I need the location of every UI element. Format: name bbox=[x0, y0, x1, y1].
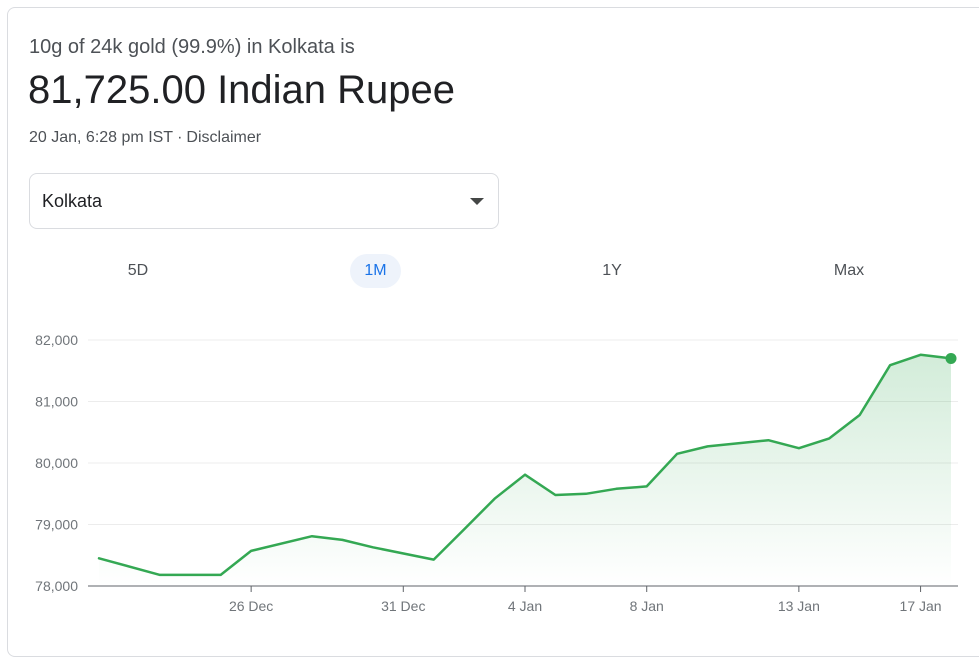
data-point bbox=[371, 545, 375, 549]
data-point bbox=[462, 527, 466, 531]
timestamp: 20 Jan, 6:28 pm IST bbox=[29, 129, 174, 146]
tab-label: 1Y bbox=[602, 262, 622, 279]
data-point bbox=[97, 556, 101, 560]
data-point bbox=[523, 473, 527, 477]
data-point bbox=[858, 413, 862, 417]
data-point bbox=[584, 492, 588, 496]
location-select[interactable]: Kolkata bbox=[29, 173, 499, 229]
data-point bbox=[797, 446, 801, 450]
data-point bbox=[432, 558, 436, 562]
x-tick-label: 17 Jan bbox=[900, 598, 942, 614]
caret-down-icon bbox=[470, 198, 484, 205]
price-chart[interactable]: 78,000 79,000 80,000 81,000 82,000 26 Dec 31 D… bbox=[0, 0, 979, 639]
area-fill bbox=[99, 354, 951, 586]
x-tick-label: 8 Jan bbox=[630, 598, 664, 614]
y-tick-label: 82,000 bbox=[35, 332, 78, 348]
meta-separator: · bbox=[177, 129, 183, 146]
tab-range-1m[interactable]: 1M bbox=[350, 254, 401, 288]
x-tick-label: 4 Jan bbox=[508, 598, 542, 614]
data-point bbox=[675, 452, 679, 456]
tab-label: Max bbox=[833, 262, 865, 279]
y-tick-label: 81,000 bbox=[35, 394, 78, 410]
data-point bbox=[706, 444, 710, 448]
tab-label: 1M bbox=[364, 262, 387, 279]
last-point-marker bbox=[945, 352, 957, 364]
data-point bbox=[553, 493, 557, 497]
x-tick-label: 13 Jan bbox=[778, 598, 820, 614]
data-point bbox=[614, 487, 618, 491]
location-select-value: Kolkata bbox=[42, 191, 103, 211]
data-point bbox=[158, 573, 162, 577]
price-meta: 20 Jan, 6:28 pm IST · Disclaimer bbox=[29, 129, 261, 147]
data-point bbox=[919, 353, 923, 357]
data-point bbox=[249, 549, 253, 553]
price-value: 81,725.00 Indian Rupee bbox=[28, 68, 456, 112]
tab-range-1y[interactable]: 1Y bbox=[590, 254, 634, 288]
tab-range-5d[interactable]: 5D bbox=[116, 254, 160, 288]
x-tick-label: 26 Dec bbox=[229, 598, 273, 614]
tab-label: 5D bbox=[127, 262, 149, 279]
price-subtitle: 10g of 24k gold (99.9%) in Kolkata is bbox=[29, 36, 355, 58]
y-tick-label: 80,000 bbox=[35, 455, 78, 471]
tab-range-max[interactable]: Max bbox=[823, 254, 875, 288]
data-point bbox=[766, 438, 770, 442]
data-point bbox=[827, 436, 831, 440]
x-tick-label: 31 Dec bbox=[381, 598, 425, 614]
data-point bbox=[888, 363, 892, 367]
y-tick-label: 79,000 bbox=[35, 517, 78, 533]
data-point bbox=[310, 534, 314, 538]
y-tick-label: 78,000 bbox=[35, 578, 78, 594]
data-point bbox=[645, 484, 649, 488]
disclaimer-link[interactable]: Disclaimer bbox=[186, 129, 262, 146]
price-line bbox=[97, 353, 953, 577]
data-point bbox=[340, 538, 344, 542]
data-point bbox=[493, 497, 497, 501]
data-point bbox=[219, 573, 223, 577]
